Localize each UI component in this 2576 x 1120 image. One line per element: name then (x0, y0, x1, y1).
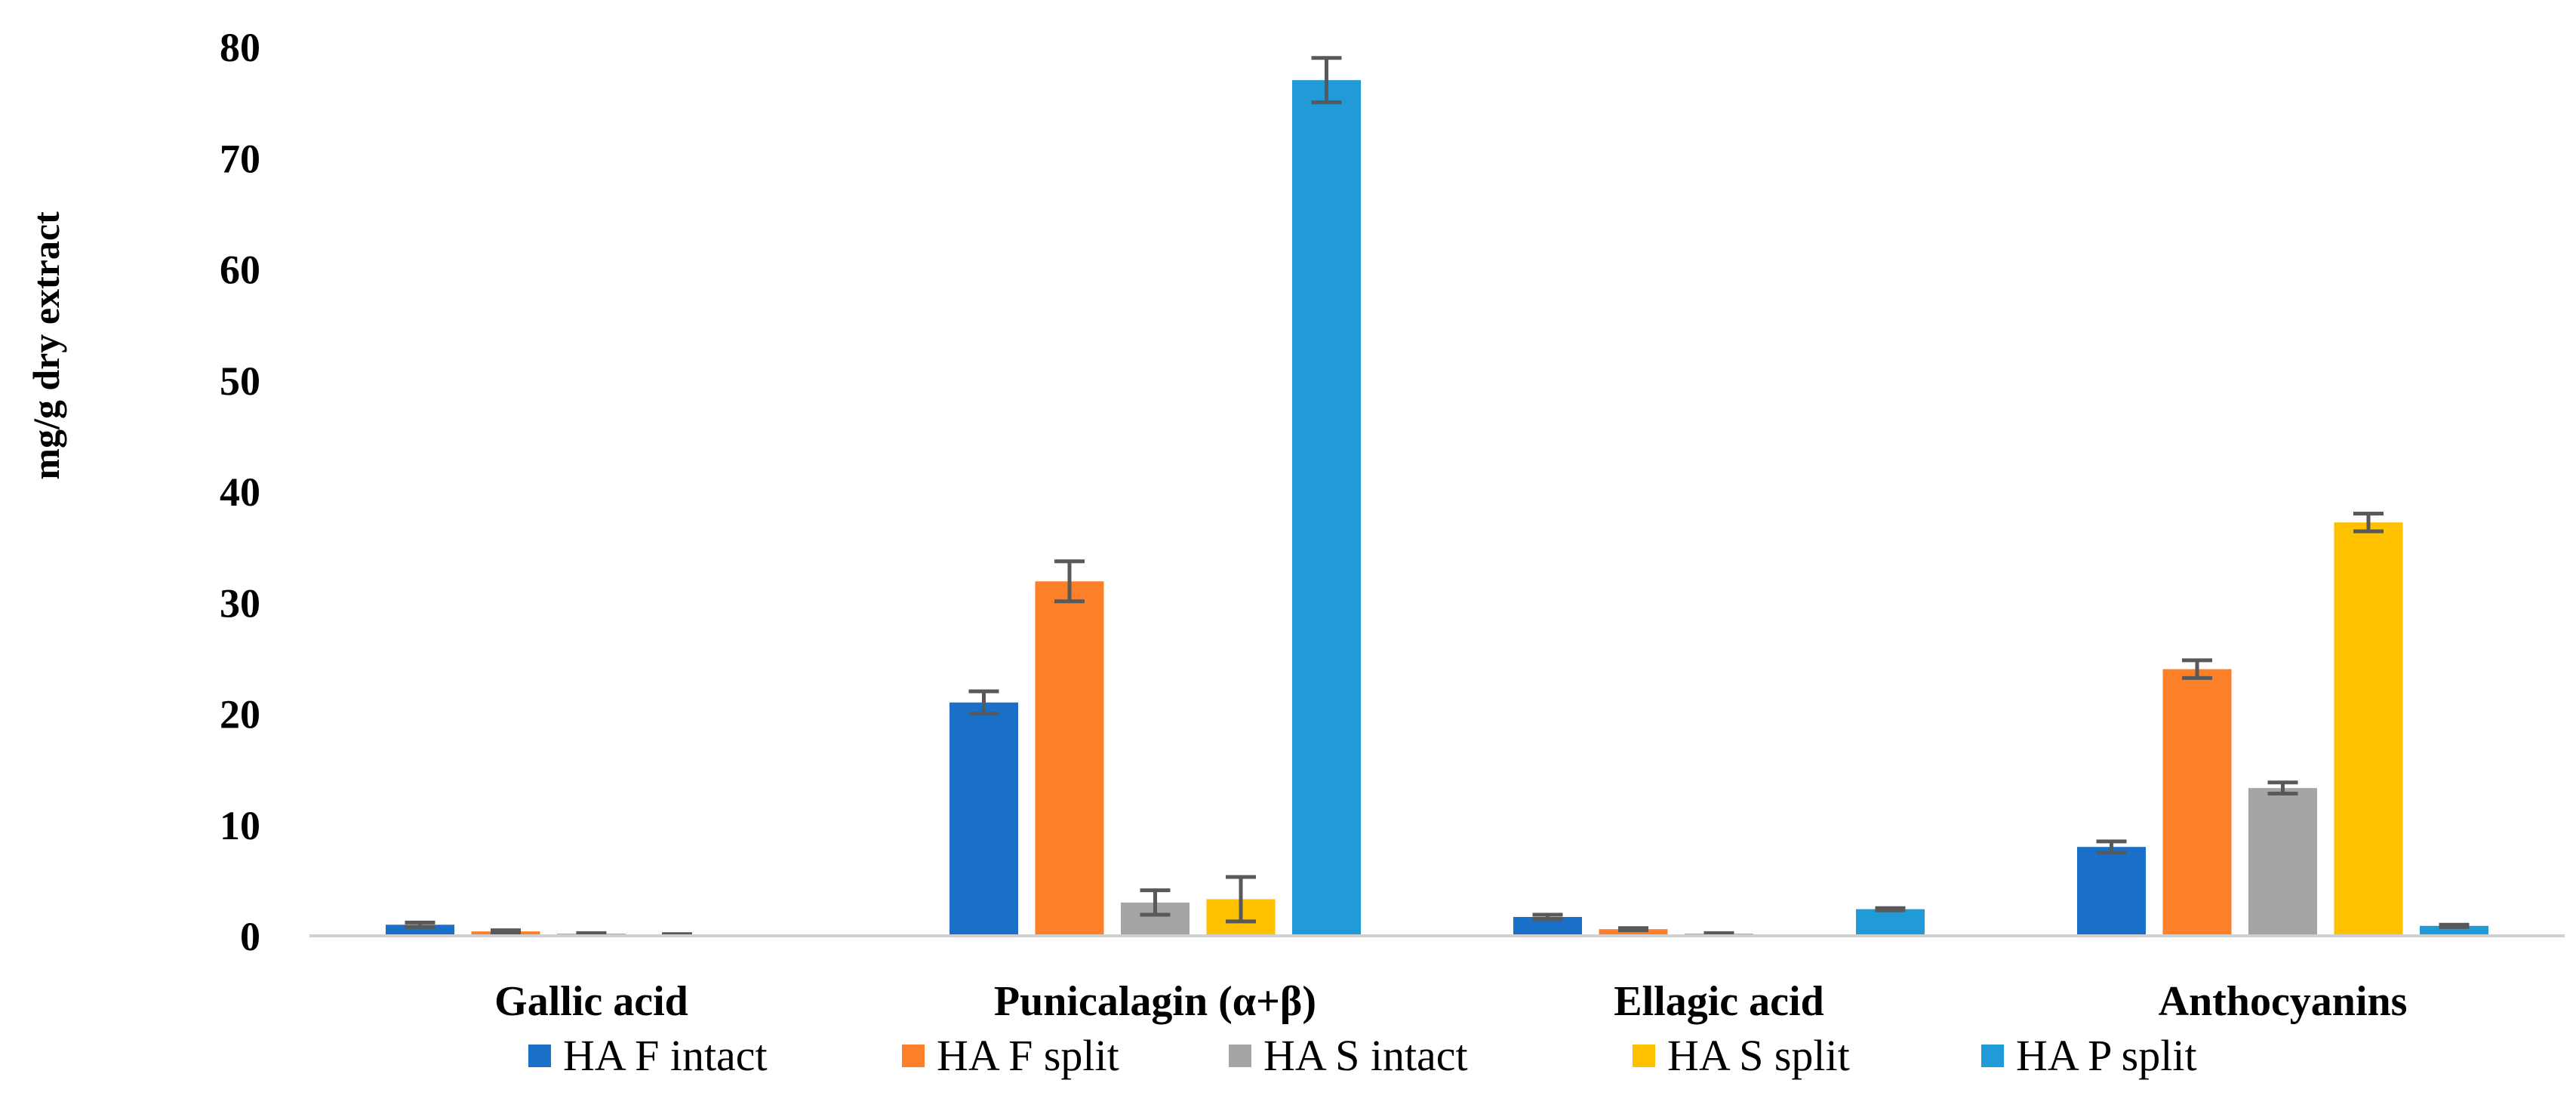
bar-ha-f-intact (386, 925, 454, 936)
error-bar (1875, 906, 1906, 912)
legend-label: HA P split (2016, 1031, 2197, 1080)
legend-swatch (1633, 1045, 1655, 1067)
y-axis-ticks: 0 10 20 30 40 50 60 70 80 (220, 25, 260, 959)
y-tick-label: 0 (240, 914, 260, 959)
legend-item: HA S intact (1229, 1031, 1468, 1080)
error-bar (1054, 559, 1085, 604)
y-tick-label: 30 (220, 580, 260, 626)
legend-item: HA F split (902, 1031, 1119, 1080)
legend-swatch (902, 1045, 925, 1067)
bar-ha-f-intact (2077, 847, 2146, 936)
y-tick-label: 20 (220, 692, 260, 737)
category-label: Gallic acid (494, 978, 688, 1025)
y-tick-label: 60 (220, 248, 260, 293)
error-bars-layer (405, 56, 2470, 937)
bar-ha-p-split (1856, 909, 1925, 936)
y-axis-label: mg/g dry extract (25, 211, 67, 480)
category-label: Punicalagin (α+β) (994, 978, 1316, 1025)
legend-label: HA F split (937, 1031, 1119, 1080)
y-tick-label: 40 (220, 469, 260, 515)
error-bar (968, 689, 999, 715)
legend-label: HA S intact (1263, 1031, 1468, 1080)
legend-item: HA S split (1633, 1031, 1850, 1080)
error-bar (1311, 56, 1342, 105)
error-bar (2353, 511, 2384, 534)
error-bar (2439, 922, 2470, 929)
error-bar (405, 920, 435, 929)
legend-label: HA S split (1667, 1031, 1850, 1080)
bar-ha-f-intact (949, 702, 1018, 936)
bar-ha-p-split (1292, 80, 1361, 936)
legend-swatch (1229, 1045, 1251, 1067)
bar-ha-f-split (2162, 669, 2232, 936)
legend-item: HA F intact (528, 1031, 768, 1080)
bar-ha-f-split (1035, 581, 1104, 936)
bar-ha-p-split (2420, 925, 2488, 936)
error-bar (1703, 931, 1734, 937)
error-bar (1226, 875, 1256, 924)
error-bar (491, 928, 521, 935)
bars-layer (386, 80, 2488, 936)
error-bar (2182, 658, 2212, 680)
y-tick-label: 70 (220, 136, 260, 181)
category-label: Ellagic acid (1614, 978, 1824, 1025)
error-bar (576, 931, 607, 937)
y-tick-label: 80 (220, 25, 260, 70)
legend: HA F intact HA F split HA S intact HA S spl… (528, 1031, 2197, 1080)
legend-swatch (1981, 1045, 2004, 1067)
error-bar (2096, 839, 2127, 855)
error-bar (1532, 912, 1563, 922)
y-tick-label: 10 (220, 803, 260, 848)
legend-item: HA P split (1981, 1031, 2197, 1080)
error-bar (1140, 888, 1171, 917)
category-labels: Gallic acid Punicalagin (α+β) Ellagic acid… (494, 978, 2407, 1025)
legend-swatch (528, 1045, 551, 1067)
error-bar (1618, 926, 1648, 933)
bar-ha-s-intact (2248, 788, 2317, 936)
error-bar (2267, 780, 2298, 796)
category-label: Anthocyanins (2159, 978, 2408, 1025)
bar-ha-s-split (2334, 522, 2403, 936)
y-tick-label: 50 (220, 358, 260, 404)
bar-ha-f-split (1599, 929, 1668, 936)
legend-label: HA F intact (563, 1031, 768, 1080)
